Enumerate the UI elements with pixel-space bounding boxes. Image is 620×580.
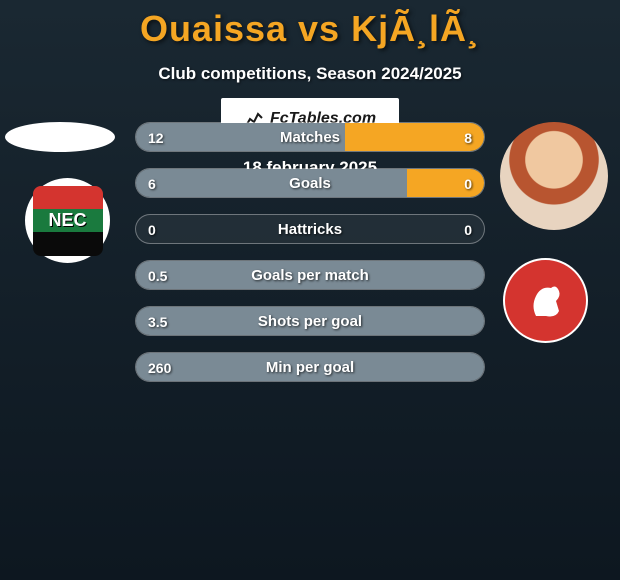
subtitle: Club competitions, Season 2024/2025 <box>0 64 620 84</box>
player-right-avatar <box>500 122 608 230</box>
stat-label: Goals per match <box>136 261 484 289</box>
stat-row: 12Matches8 <box>135 122 485 152</box>
club-right-badge <box>503 258 588 343</box>
player-left-avatar <box>5 122 115 152</box>
club-left-badge: NEC <box>25 178 110 263</box>
page-title: Ouaissa vs KjÃ¸lÃ¸ <box>0 0 620 50</box>
stat-label: Min per goal <box>136 353 484 381</box>
stat-value-right: 0 <box>452 169 484 197</box>
stat-row: 0.5Goals per match <box>135 260 485 290</box>
stat-label: Matches <box>136 123 484 151</box>
stat-label: Shots per goal <box>136 307 484 335</box>
stat-label: Goals <box>136 169 484 197</box>
stat-label: Hattricks <box>136 215 484 243</box>
stat-row: 3.5Shots per goal <box>135 306 485 336</box>
horse-icon <box>521 276 571 326</box>
stat-value-right: 8 <box>452 123 484 151</box>
stats-container: 12Matches86Goals00Hattricks00.5Goals per… <box>135 122 485 398</box>
stat-row: 0Hattricks0 <box>135 214 485 244</box>
club-left-text: NEC <box>33 186 103 256</box>
stat-row: 6Goals0 <box>135 168 485 198</box>
stat-value-right: 0 <box>452 215 484 243</box>
stat-row: 260Min per goal <box>135 352 485 382</box>
